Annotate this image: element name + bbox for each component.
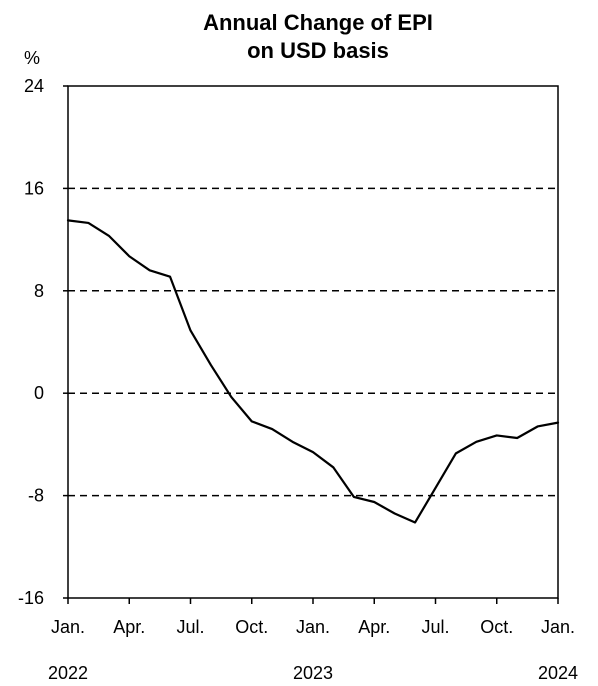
axes: [63, 85, 559, 604]
gridlines: [68, 187, 558, 497]
x-year-label: 2024: [538, 663, 578, 683]
x-tick-label: Jul.: [421, 617, 449, 637]
x-tick-label: Jul.: [176, 617, 204, 637]
y-tick-label: -8: [28, 486, 44, 506]
chart-title-line-2: on USD basis: [247, 38, 389, 63]
series-line: [66, 219, 560, 524]
plot-frame: [67, 85, 559, 599]
y-tick-label: -16: [18, 588, 44, 608]
y-tick-label: 8: [34, 281, 44, 301]
y-tick-label: 0: [34, 383, 44, 403]
x-year-label: 2022: [48, 663, 88, 683]
y-tick-label: 16: [24, 178, 44, 198]
x-tick-label: Jan.: [296, 617, 330, 637]
x-tick-label: Apr.: [358, 617, 390, 637]
y-axis-unit-label: %: [24, 48, 40, 68]
y-tick-label: 24: [24, 76, 44, 96]
x-tick-label: Oct.: [235, 617, 268, 637]
x-tick-label: Oct.: [480, 617, 513, 637]
tick-labels: 24 16 8 0 -8 -16 Jan. Apr. Jul. Oct. Jan. Apr. Jul. O…: [18, 76, 578, 683]
x-year-label: 2023: [293, 663, 333, 683]
x-tick-label: Jan.: [51, 617, 85, 637]
chart-title-line-1: Annual Change of EPI: [203, 10, 433, 35]
series-layer: [66, 219, 560, 524]
x-tick-label: Apr.: [113, 617, 145, 637]
x-tick-label: Jan.: [541, 617, 575, 637]
